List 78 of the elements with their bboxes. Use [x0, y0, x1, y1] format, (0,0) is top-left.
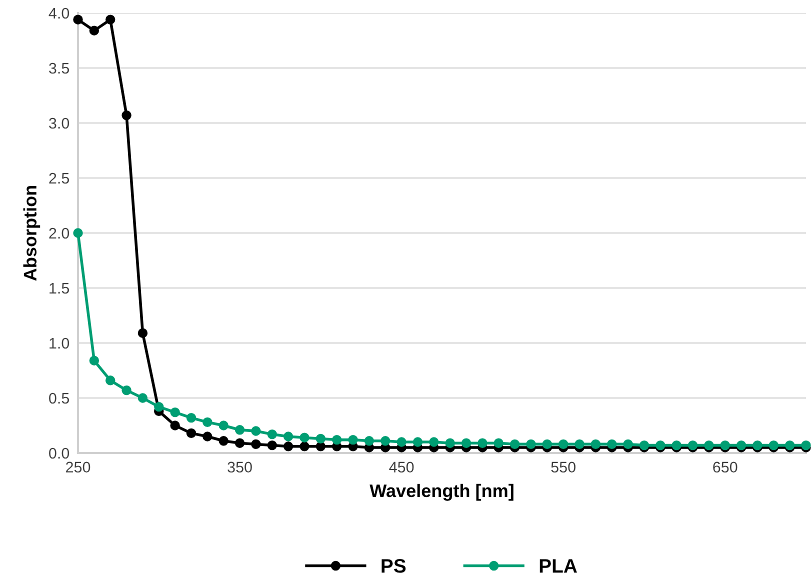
point [639, 440, 650, 450]
point [218, 420, 228, 430]
point [267, 440, 277, 450]
point [510, 439, 520, 450]
point [251, 426, 261, 436]
point [542, 439, 552, 450]
point [89, 26, 100, 36]
y-tick-label: 3.0 [49, 118, 70, 129]
point [170, 420, 180, 430]
point [105, 14, 116, 24]
point [202, 417, 212, 428]
point [494, 438, 504, 448]
point [784, 440, 795, 450]
x-tick-label: 650 [713, 462, 738, 473]
point [283, 442, 294, 452]
y-tick-label: 4.0 [48, 8, 70, 19]
point [283, 432, 294, 442]
point [461, 438, 472, 448]
point [704, 440, 714, 450]
point [656, 440, 666, 450]
point [607, 439, 617, 450]
point [558, 439, 568, 450]
y-tick-label: 0.0 [49, 448, 70, 459]
point [234, 425, 245, 435]
y-tick-label: 1.0 [50, 338, 70, 349]
point [623, 439, 633, 450]
point [380, 436, 390, 446]
point [688, 440, 698, 450]
y-tick-label: 0.5 [49, 392, 70, 404]
x-axis-title: Wavelength [nm] [370, 484, 514, 501]
point [251, 439, 261, 450]
point [138, 328, 148, 338]
point [105, 376, 116, 386]
point [202, 432, 212, 442]
point [122, 110, 132, 120]
point [170, 407, 180, 418]
point [720, 440, 730, 450]
point [736, 440, 746, 450]
point [122, 385, 132, 396]
point [73, 14, 83, 24]
y-axis-title: Absorption [23, 186, 40, 281]
point [186, 412, 196, 423]
point [478, 438, 488, 448]
point [445, 438, 455, 448]
point [801, 440, 811, 450]
x-tick-label: 550 [551, 462, 576, 473]
x-tick-label: 350 [228, 462, 252, 473]
point [752, 440, 762, 450]
point [300, 442, 310, 452]
x-tick-label: 450 [389, 462, 414, 473]
point [234, 438, 245, 448]
point [73, 228, 83, 238]
point [574, 439, 584, 450]
point [267, 429, 277, 440]
y-tick-label: 2.5 [49, 172, 70, 184]
y-tick-label: 1.5 [50, 283, 70, 294]
point [364, 436, 374, 446]
point [186, 428, 196, 438]
x-tick-label: 250 [66, 462, 90, 473]
point [218, 436, 228, 446]
point [590, 439, 601, 450]
point [332, 434, 342, 445]
point [672, 440, 682, 450]
y-tick-label: 3.5 [49, 62, 70, 74]
point [768, 440, 779, 450]
y-tick-label: 2.0 [49, 228, 70, 239]
point [396, 437, 406, 447]
point [154, 402, 164, 412]
point [526, 439, 536, 450]
point [89, 356, 100, 366]
point [348, 434, 358, 445]
point [300, 432, 310, 442]
legend-label: PS [382, 559, 406, 573]
point [429, 437, 439, 447]
point [316, 434, 326, 444]
legend-label: PLA [540, 559, 577, 573]
point [138, 393, 148, 403]
point [412, 437, 423, 447]
